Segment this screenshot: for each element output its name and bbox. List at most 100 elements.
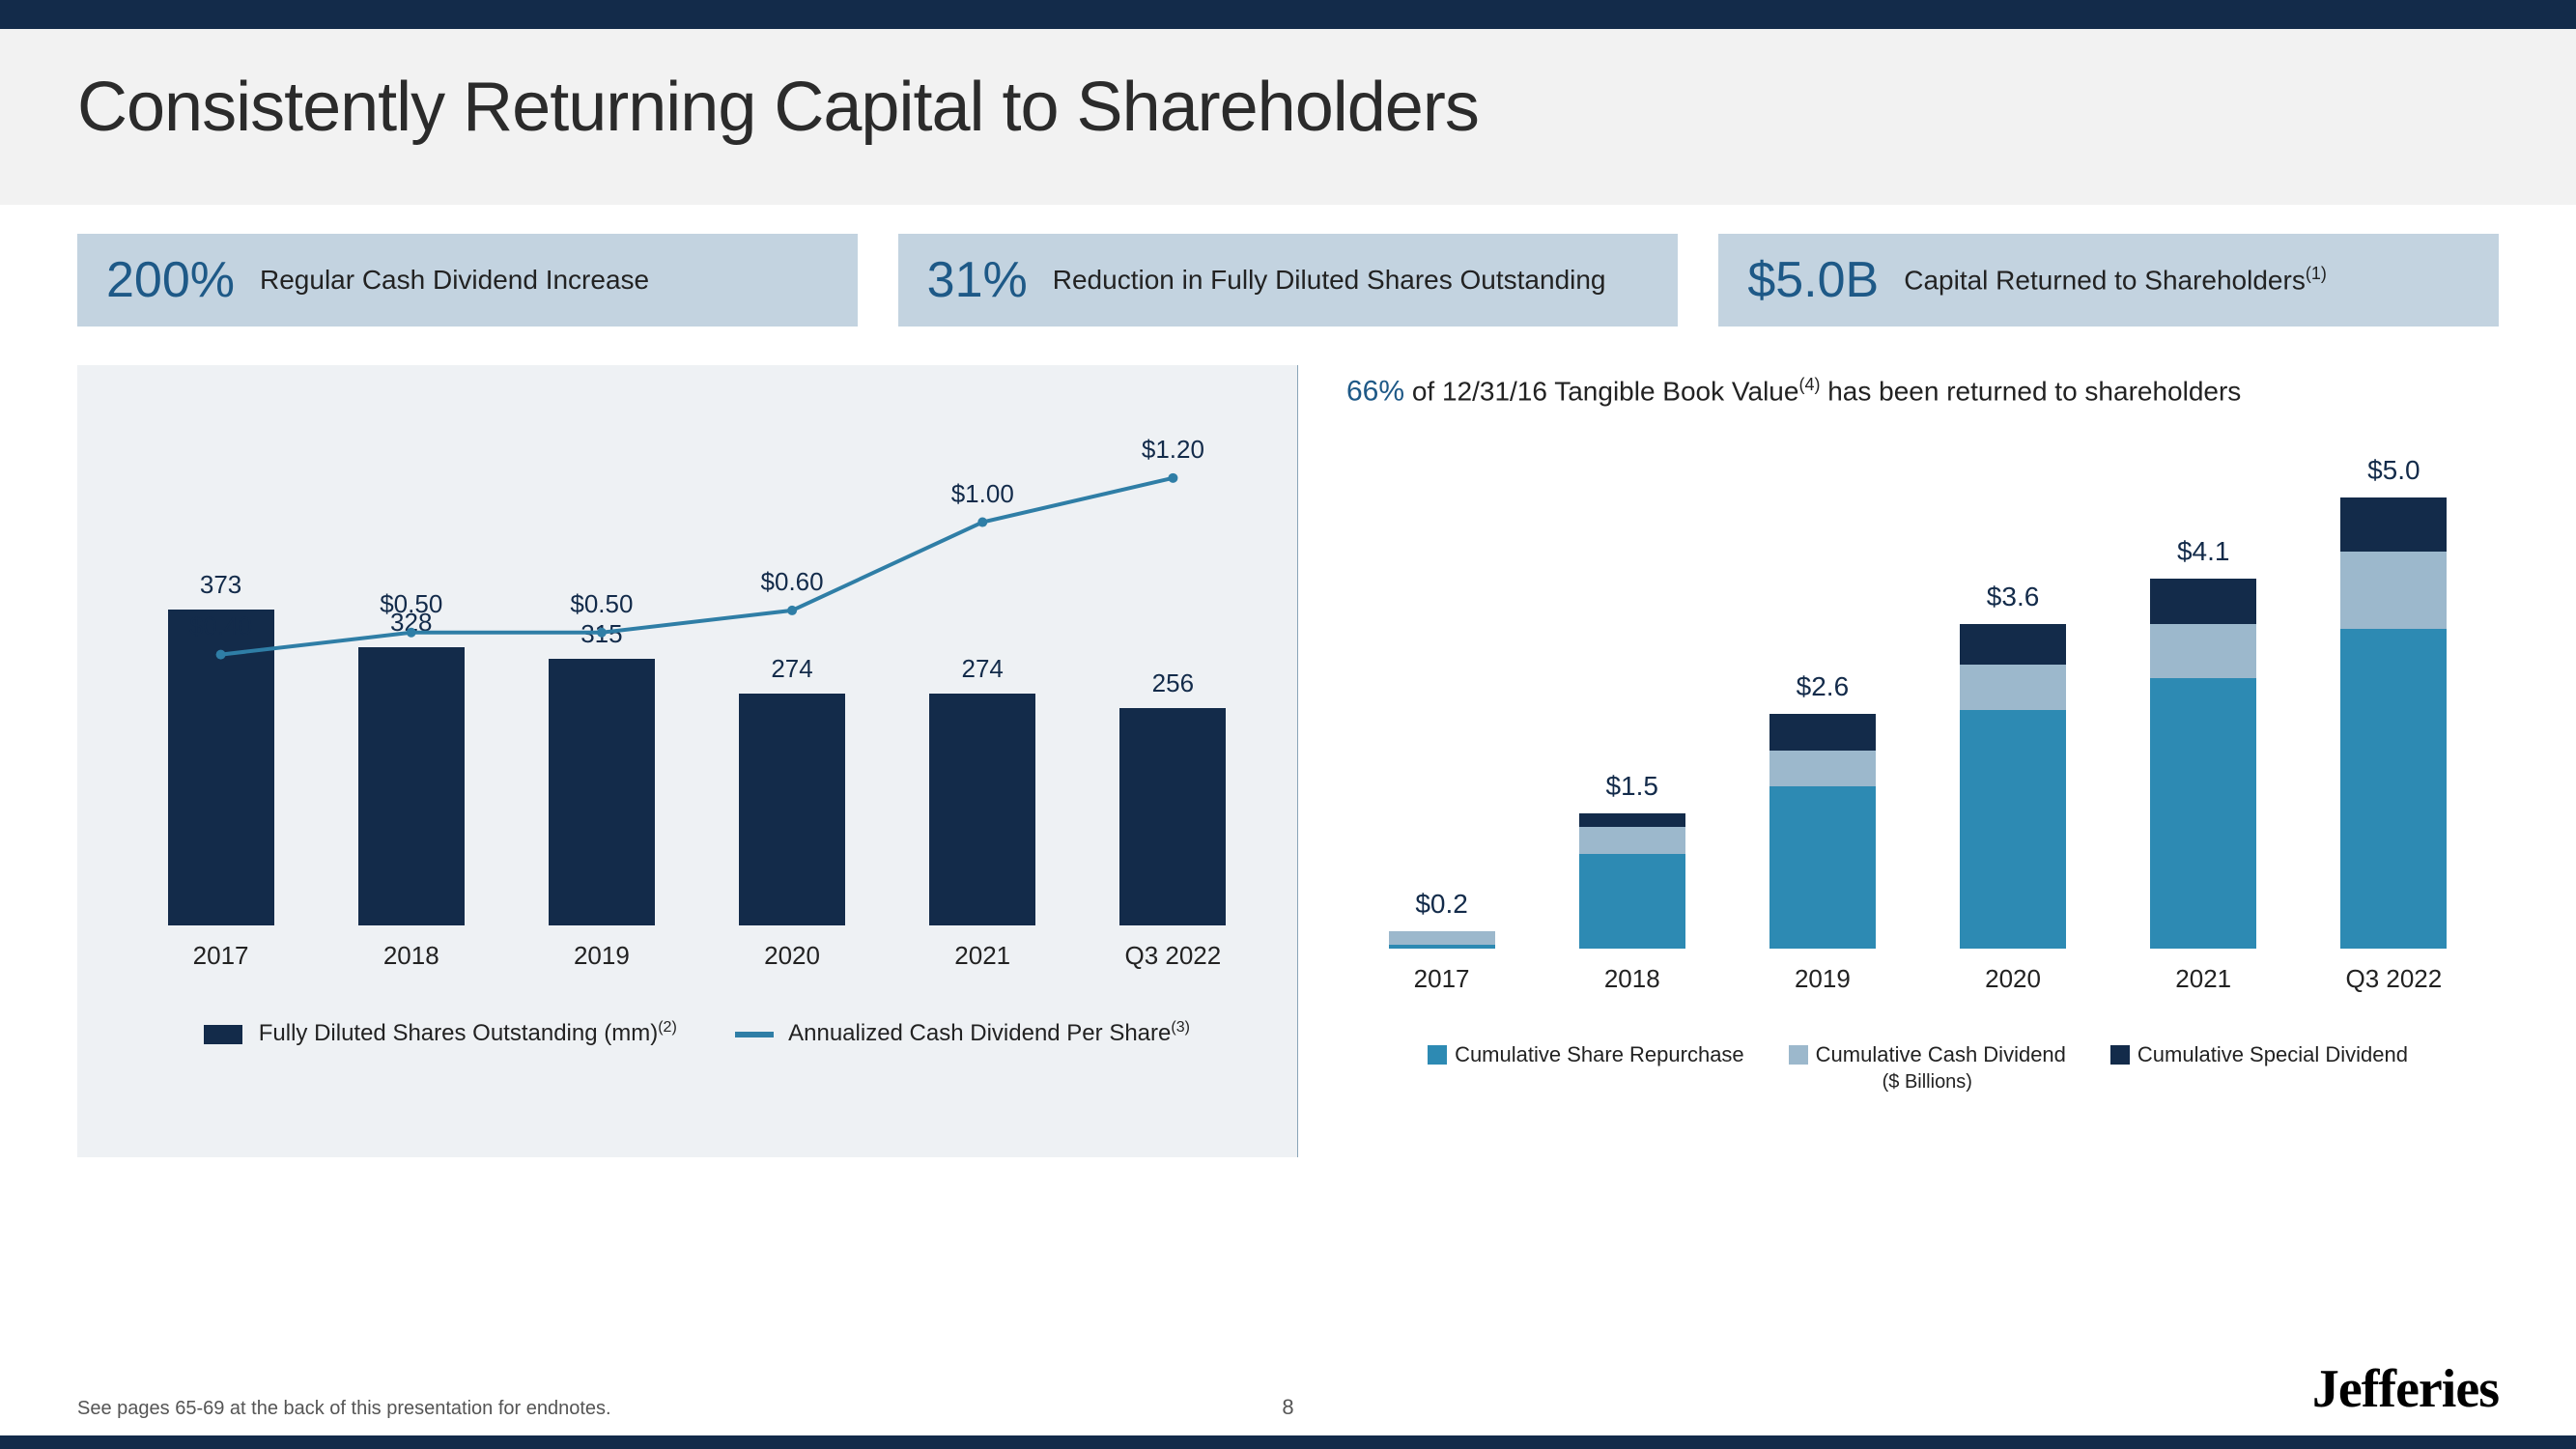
stacked-total-label: $5.0 xyxy=(2367,455,2420,486)
stack-segment xyxy=(2150,579,2256,624)
stacked-total-label: $4.1 xyxy=(2177,536,2230,567)
bar-rect xyxy=(929,694,1035,925)
stacked-bar xyxy=(1389,931,1495,950)
stat-value: 31% xyxy=(927,251,1028,309)
bar-group: 315 xyxy=(529,619,674,925)
footer-note: See pages 65-69 at the back of this pres… xyxy=(77,1398,611,1420)
bar-value-label: 274 xyxy=(771,654,812,684)
stats-row: 200% Regular Cash Dividend Increase 31% … xyxy=(0,205,2576,327)
left-bars: 373 328 315 274 274 256 xyxy=(126,404,1268,925)
x-axis-label: 2017 xyxy=(149,941,294,971)
x-axis-label: Q3 2022 xyxy=(2321,964,2466,994)
stacked-total-label: $2.6 xyxy=(1797,671,1850,702)
bar-rect xyxy=(1119,708,1226,925)
stack-segment xyxy=(1389,931,1495,945)
line-value-label: $0.50 xyxy=(570,589,633,619)
right-note-pct: 66% xyxy=(1346,375,1404,407)
stacked-bar xyxy=(1960,624,2066,949)
swatch-repurchase xyxy=(1428,1045,1447,1065)
x-axis-label: Q3 2022 xyxy=(1100,941,1245,971)
legend-sub: ($ Billions) xyxy=(1882,1071,1972,1094)
stacked-bar-group: $0.2 xyxy=(1370,889,1514,950)
stacked-bar-group: $3.6 xyxy=(1940,582,2085,949)
top-band xyxy=(0,0,2576,29)
legend-bar-text: Fully Diluted Shares Outstanding (mm) xyxy=(259,1020,658,1046)
stacked-bar-group: $4.1 xyxy=(2131,536,2276,949)
stack-segment xyxy=(1960,624,2066,665)
stat-sup: (1) xyxy=(2306,264,2327,283)
x-axis-label: 2021 xyxy=(910,941,1055,971)
bar-rect xyxy=(739,694,845,925)
bar-rect xyxy=(168,610,274,925)
line-value-label: $1.00 xyxy=(951,479,1014,509)
stack-segment xyxy=(1579,854,1685,949)
stacked-bar xyxy=(1769,714,1876,949)
stack-segment xyxy=(1579,827,1685,854)
right-note-after: has been returned to shareholders xyxy=(1820,376,2241,406)
bar-rect xyxy=(549,659,655,925)
bar-group: 274 xyxy=(910,654,1055,925)
x-axis-label: 2018 xyxy=(1560,964,1705,994)
stat-label: Regular Cash Dividend Increase xyxy=(260,264,649,297)
x-axis-label: 2021 xyxy=(2131,964,2276,994)
line-value-label: $0.60 xyxy=(761,567,824,597)
line-value-label: $0.40 xyxy=(189,611,252,641)
stacked-bar-group: $2.6 xyxy=(1750,671,1895,949)
bar-group: 274 xyxy=(720,654,864,925)
stat-value: 200% xyxy=(106,251,235,309)
stack-segment xyxy=(1960,710,2066,950)
stacked-bar xyxy=(2340,497,2447,949)
stack-segment xyxy=(1579,813,1685,827)
legend-cash-text: Cumulative Cash Dividend xyxy=(1816,1042,2066,1067)
stat-label-text: Capital Returned to Shareholders xyxy=(1904,265,2306,295)
bar-value-label: 256 xyxy=(1152,668,1194,698)
stat-card-dividend: 200% Regular Cash Dividend Increase xyxy=(77,234,858,327)
bar-group: 328 xyxy=(339,608,484,925)
x-axis-label: 2019 xyxy=(1750,964,1895,994)
legend-item-repurchase: Cumulative Share Repurchase xyxy=(1428,1042,1744,1067)
stack-segment xyxy=(1769,751,1876,786)
bar-value-label: 274 xyxy=(962,654,1004,684)
right-note-before: of 12/31/16 Tangible Book Value xyxy=(1404,376,1798,406)
stat-label: Capital Returned to Shareholders(1) xyxy=(1904,264,2327,297)
right-note-sup: (4) xyxy=(1798,375,1820,394)
left-x-labels: 2017 2018 2019 2020 2021 Q3 2022 xyxy=(126,941,1268,971)
bar-group: 256 xyxy=(1100,668,1245,925)
line-value-label: $0.50 xyxy=(380,589,442,619)
x-axis-label: 2020 xyxy=(720,941,864,971)
page-number: 8 xyxy=(1282,1395,1293,1420)
right-plot: $0.2 $1.5 $2.6 $3.6 $4.1 $5.0 xyxy=(1346,427,2489,949)
stacked-total-label: $1.5 xyxy=(1605,771,1658,802)
legend-bar-sup: (2) xyxy=(658,1019,677,1036)
stacked-bar-group: $5.0 xyxy=(2321,455,2466,949)
stack-segment xyxy=(2340,497,2447,552)
charts-row: 373 328 315 274 274 256 $0.40 $0.50 $0.50 $0.60 $… xyxy=(0,327,2576,1157)
legend-item-bar: Fully Diluted Shares Outstanding (mm)(2) xyxy=(204,1019,677,1047)
x-axis-label: 2019 xyxy=(529,941,674,971)
legend-repurchase-text: Cumulative Share Repurchase xyxy=(1455,1042,1744,1067)
title-area: Consistently Returning Capital to Shareh… xyxy=(0,29,2576,205)
legend-item-special: Cumulative Special Dividend xyxy=(2110,1042,2408,1067)
bar-value-label: 373 xyxy=(200,570,241,600)
chart-left: 373 328 315 274 274 256 $0.40 $0.50 $0.50 $0.60 $… xyxy=(77,365,1297,1157)
swatch-cash xyxy=(1789,1045,1808,1065)
stat-card-capital: $5.0B Capital Returned to Shareholders(1… xyxy=(1718,234,2499,327)
legend-item-line: Annualized Cash Dividend Per Share(3) xyxy=(735,1019,1190,1047)
right-x-labels: 20172018201920202021Q3 2022 xyxy=(1346,964,2489,994)
legend-line-text: Annualized Cash Dividend Per Share xyxy=(788,1020,1171,1046)
swatch-line xyxy=(735,1032,774,1037)
stat-value: $5.0B xyxy=(1747,251,1879,309)
right-bars: $0.2 $1.5 $2.6 $3.6 $4.1 $5.0 xyxy=(1346,427,2489,949)
x-axis-label: 2018 xyxy=(339,941,484,971)
stacked-bar xyxy=(1579,813,1685,949)
stat-card-shares: 31% Reduction in Fully Diluted Shares Ou… xyxy=(898,234,1679,327)
footer: See pages 65-69 at the back of this pres… xyxy=(77,1358,2499,1420)
stack-segment xyxy=(2340,629,2447,950)
stack-segment xyxy=(2150,624,2256,678)
stacked-total-label: $3.6 xyxy=(1987,582,2040,612)
swatch-special xyxy=(2110,1045,2130,1065)
x-axis-label: 2017 xyxy=(1370,964,1514,994)
legend-line-sup: (3) xyxy=(1171,1019,1190,1036)
page-title: Consistently Returning Capital to Shareh… xyxy=(77,68,2499,147)
bar-rect xyxy=(358,647,465,925)
